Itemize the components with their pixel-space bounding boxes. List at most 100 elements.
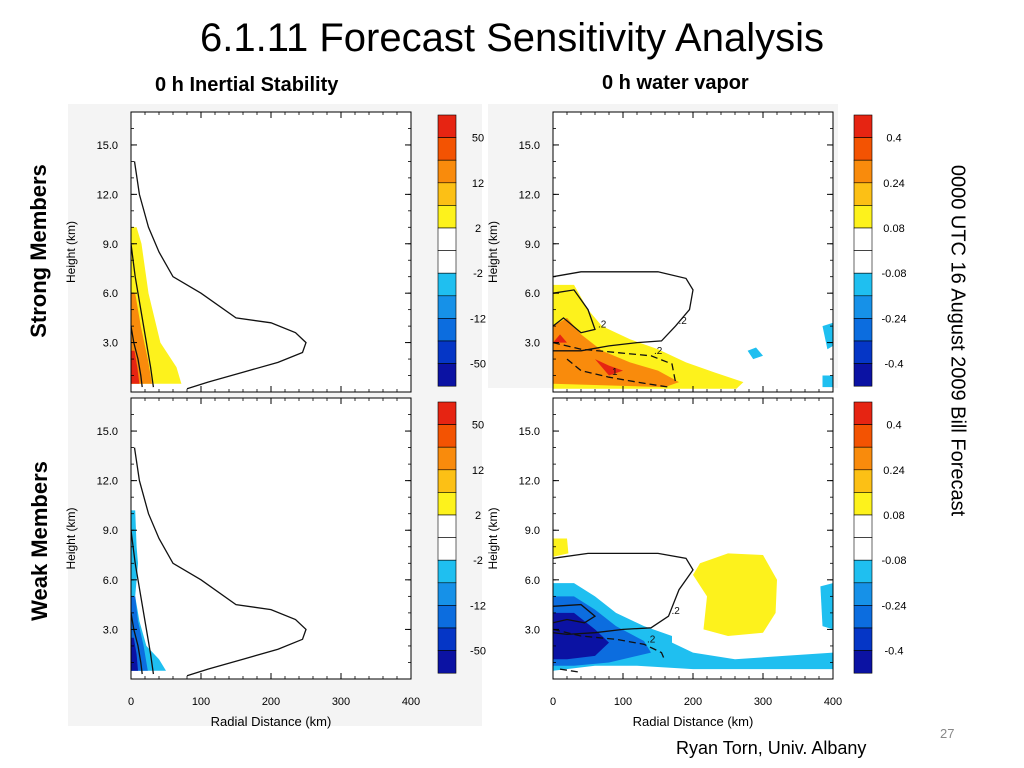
panel-weak-water-vapor: .2 .2 3.0 6.0 9.0 12.0 15.0 Height (km) 0 100 200 3… xyxy=(486,397,907,729)
colorbar-swatch xyxy=(853,424,873,448)
colorbar-label: -0.4 xyxy=(885,359,904,371)
y-tick-label: 3.0 xyxy=(525,624,540,636)
contour-label-2: .2 xyxy=(647,634,656,645)
contour-line-0 xyxy=(133,447,307,677)
plot-content: .2 .2 .2 1 xyxy=(553,271,833,389)
colorbar-swatch xyxy=(437,159,457,184)
colorbar-swatch xyxy=(853,537,873,561)
x-tick-label: 0 xyxy=(550,696,556,708)
y-tick-label: 15.0 xyxy=(97,426,118,438)
contour-line-0 xyxy=(553,552,694,636)
colorbar-label: 0.4 xyxy=(886,133,901,145)
colorbar-label: -0.24 xyxy=(881,313,906,325)
colorbar-swatch xyxy=(437,205,457,229)
y-tick-label: 6.0 xyxy=(103,575,118,587)
colorbar-swatch xyxy=(437,514,457,538)
colorbar-strong-water-vapor: 0.4 0.24 0.08 -0.08 -0.24 -0.4 xyxy=(853,114,907,387)
colorbar-swatch xyxy=(437,295,457,319)
colorbar-swatch xyxy=(853,137,873,161)
colorbar-swatch xyxy=(437,182,457,206)
colorbar-swatch xyxy=(853,205,873,229)
colorbar-swatch xyxy=(437,272,457,297)
contour-label-0: .2 xyxy=(679,316,688,327)
contour-line-2 xyxy=(131,612,143,675)
column-title-water-vapor: 0 h water vapor xyxy=(602,72,749,94)
contour-line-2 xyxy=(553,628,666,662)
y-axis-label: Height (km) xyxy=(64,507,78,569)
y-tick-label: 9.0 xyxy=(103,239,118,251)
colorbar-swatch xyxy=(437,137,457,161)
colorbar-weak-inertial-stability: 50 12 2 -2 -12 -50 xyxy=(437,401,486,674)
y-tick-label: 6.0 xyxy=(103,288,118,300)
colorbar-label: -12 xyxy=(470,600,486,612)
colorbar-label: -0.24 xyxy=(881,600,906,612)
colorbar-label: 0.4 xyxy=(886,420,901,432)
y-tick-label: 6.0 xyxy=(525,575,540,587)
colorbar-swatch xyxy=(437,340,457,364)
y-tick-label: 9.0 xyxy=(103,525,118,537)
shaded-region-6 xyxy=(747,347,763,360)
y-tick-label: 3.0 xyxy=(103,338,118,350)
y-tick-label: 12.0 xyxy=(97,476,118,488)
y-tick-label: 9.0 xyxy=(525,525,540,537)
x-tick-label: 400 xyxy=(402,696,420,708)
colorbar-swatch xyxy=(853,363,873,387)
colorbar-swatch xyxy=(853,295,873,319)
colorbar-swatch xyxy=(853,272,873,297)
colorbar-swatch xyxy=(853,340,873,364)
colorbar-swatch xyxy=(437,537,457,561)
y-tick-label: 9.0 xyxy=(525,239,540,251)
contour-line-3 xyxy=(566,358,669,388)
colorbar-swatch xyxy=(437,318,457,342)
colorbar-label: 12 xyxy=(472,178,484,190)
author-credit: Ryan Torn, Univ. Albany xyxy=(676,738,867,758)
colorbar-label: 0.08 xyxy=(883,510,904,522)
colorbar-weak-water-vapor: 0.4 0.24 0.08 -0.08 -0.24 -0.4 xyxy=(853,401,907,674)
shaded-region-1 xyxy=(693,553,777,636)
y-tick-label: 6.0 xyxy=(525,288,540,300)
colorbar-swatch xyxy=(853,250,873,274)
plot-area xyxy=(131,398,411,679)
colorbar-swatch xyxy=(853,559,873,584)
slide-title: 6.1.11 Forecast Sensitivity Analysis xyxy=(200,16,824,60)
contour-line-2 xyxy=(553,341,677,383)
colorbar-swatch xyxy=(437,605,457,629)
y-axis-label: Height (km) xyxy=(486,507,500,569)
plot-content xyxy=(131,161,307,390)
colorbar-label: -50 xyxy=(470,359,486,371)
colorbar-swatch xyxy=(853,650,873,674)
colorbar-swatch xyxy=(437,401,457,425)
contour-label-1: .2 xyxy=(598,319,607,330)
colorbar-swatch xyxy=(437,627,457,651)
colorbar-label: -50 xyxy=(470,646,486,658)
colorbar-swatch xyxy=(437,114,457,138)
shaded-region-2 xyxy=(553,334,567,343)
colorbar-swatch xyxy=(437,363,457,387)
x-tick-label: 0 xyxy=(128,696,134,708)
contour-line-1 xyxy=(131,530,155,675)
colorbar-label: 12 xyxy=(472,465,484,477)
contour-line-0 xyxy=(553,271,694,352)
contour-label-2: .2 xyxy=(654,346,663,357)
shaded-region-1 xyxy=(553,317,679,388)
colorbar-swatch xyxy=(853,514,873,538)
y-tick-label: 12.0 xyxy=(97,189,118,201)
x-tick-label: 300 xyxy=(332,696,350,708)
colorbar-swatch xyxy=(437,492,457,516)
colorbar-label: -0.08 xyxy=(881,555,906,567)
colorbar-swatch xyxy=(437,227,457,251)
contour-line-1 xyxy=(131,243,155,388)
plot-area xyxy=(131,112,411,392)
colorbar-swatch xyxy=(437,446,457,471)
shaded-region-5 xyxy=(820,583,833,630)
shaded-region-5 xyxy=(822,375,833,388)
colorbar-swatch xyxy=(853,227,873,251)
x-axis-label: Radial Distance (km) xyxy=(211,714,332,729)
colorbar-label: 2 xyxy=(475,223,481,235)
page-number: 27 xyxy=(940,726,955,741)
y-tick-label: 15.0 xyxy=(97,140,118,152)
y-tick-label: 3.0 xyxy=(103,624,118,636)
colorbar-swatch xyxy=(437,469,457,493)
